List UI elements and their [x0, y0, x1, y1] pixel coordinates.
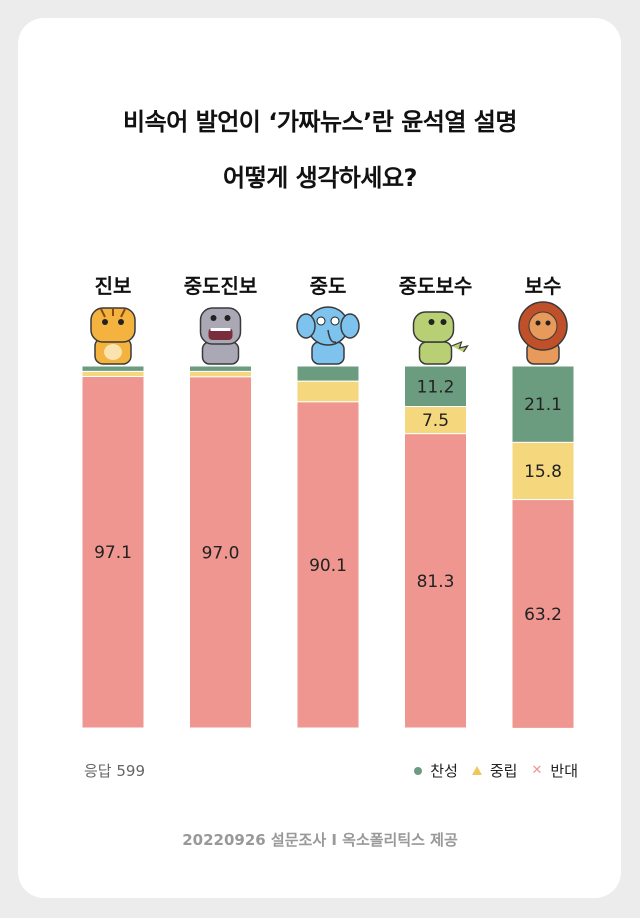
- category-label-0: 진보: [95, 274, 132, 298]
- category-label-1: 중도진보: [184, 274, 258, 298]
- data-label-4-1: 15.8: [524, 462, 562, 482]
- data-label-3-2: 81.3: [417, 572, 455, 592]
- elephant-icon: [296, 306, 360, 365]
- tiger-icon: [90, 307, 136, 365]
- legend-oppose-label: 반대: [550, 762, 578, 780]
- bar-segment-2-2: [296, 401, 360, 729]
- bar-segment-1-2: [189, 376, 252, 729]
- category-label-4: 보수: [525, 274, 562, 298]
- bar-segment-3-0: [404, 365, 467, 408]
- data-label-0-2: 97.1: [94, 543, 132, 563]
- data-label-4-0: 21.1: [524, 395, 562, 415]
- chart-title-line1: 비속어 발언이 ‘가짜뉴스’란 윤석열 설명: [123, 108, 517, 136]
- lion-icon: [518, 301, 568, 365]
- dinosaur-icon: [412, 311, 469, 365]
- bar-segment-1-1: [189, 370, 252, 378]
- bar-segment-4-2: [511, 499, 575, 729]
- data-label-1-2: 97.0: [202, 543, 240, 563]
- respondent-count: 응답 599: [84, 762, 145, 780]
- bar-segment-0-2: [81, 375, 145, 729]
- bar-segment-2-0: [296, 365, 360, 382]
- category-label-2: 중도: [310, 274, 347, 298]
- legend-agree-label: 찬성: [430, 762, 458, 780]
- bar-segment-4-0: [511, 365, 575, 443]
- legend: 찬성 중립 ✕ 반대: [414, 760, 578, 781]
- bar-segment-3-1: [404, 406, 467, 435]
- legend-neutral-marker: [471, 766, 482, 775]
- bar-segment-2-1: [296, 380, 360, 403]
- bar-segment-3-2: [404, 433, 467, 729]
- bar-segment-1-0: [189, 365, 252, 372]
- data-label-4-2: 63.2: [524, 605, 562, 625]
- bar-segment-4-1: [511, 441, 575, 501]
- category-label-3: 중도보수: [399, 274, 473, 298]
- data-label-2-2: 90.1: [309, 556, 347, 576]
- data-label-3-0: 11.2: [417, 377, 455, 397]
- source-credit: 20220926 설문조사 I 옥소폴리틱스 제공: [182, 831, 458, 849]
- legend-neutral-label: 중립: [489, 762, 518, 780]
- legend-item-oppose: ✕ 반대: [531, 760, 578, 781]
- legend-item-neutral: 중립: [471, 760, 518, 781]
- chart-title-line2: 어떻게 생각하세요?: [223, 164, 417, 192]
- legend-agree-marker: [414, 766, 423, 775]
- data-label-3-1: 7.5: [422, 411, 449, 431]
- legend-oppose-marker: ✕: [531, 763, 543, 778]
- bar-segment-0-0: [81, 365, 145, 372]
- bar-segment-0-1: [81, 370, 145, 377]
- legend-item-agree: 찬성: [414, 760, 458, 781]
- hippo-icon: [199, 307, 242, 365]
